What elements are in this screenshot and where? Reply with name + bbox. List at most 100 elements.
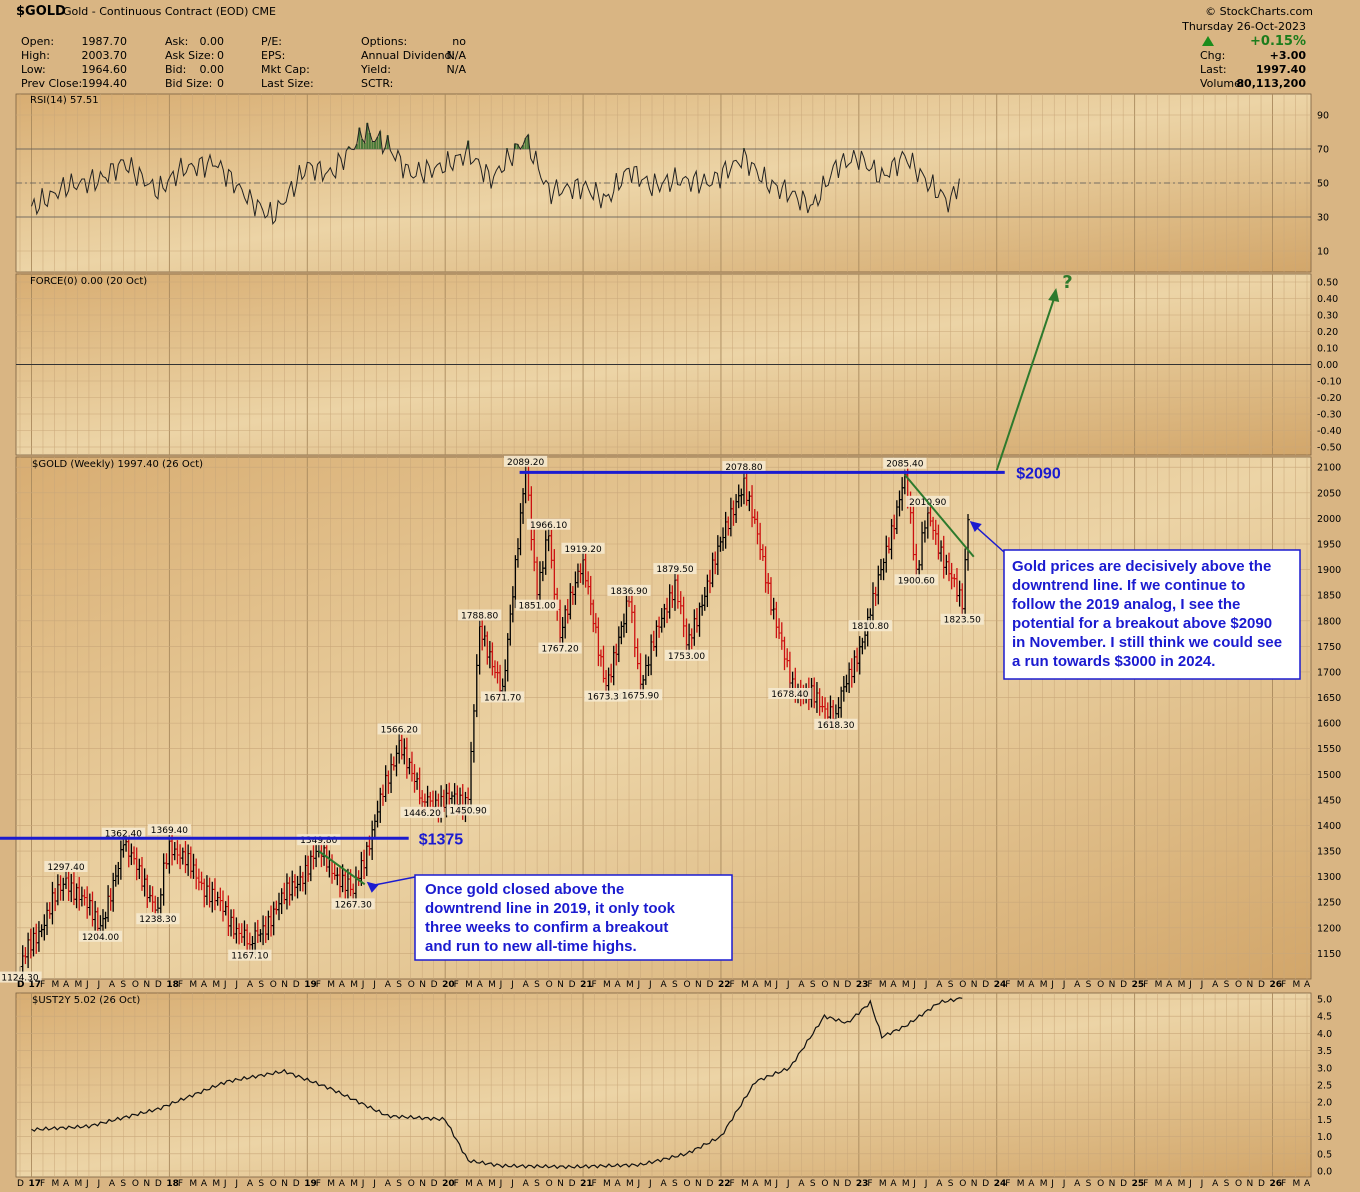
month-tick-label: D	[293, 1179, 300, 1189]
month-tick-label: O	[132, 1179, 139, 1189]
month-tick-label: M	[189, 1179, 197, 1189]
yield-label: Yield:	[360, 63, 391, 76]
month-tick-label: N	[419, 1179, 426, 1189]
price-label-bg	[101, 827, 146, 839]
month-tick-label: S	[534, 1179, 540, 1189]
month-tick-label: J	[372, 980, 376, 990]
month-tick-label: S	[258, 1179, 264, 1189]
y-tick-label: 1950	[1317, 540, 1341, 551]
y-tick-label: 1450	[1317, 795, 1341, 806]
month-tick-label: N	[695, 1179, 702, 1189]
month-tick-label: A	[201, 1179, 208, 1189]
month-tick-label: A	[523, 980, 530, 990]
y-tick-label: 0.10	[1317, 344, 1338, 355]
y-tick-label: 1.5	[1317, 1115, 1332, 1126]
price-label-bg	[458, 609, 502, 621]
month-tick-label: N	[833, 1179, 840, 1189]
month-tick-label: M	[488, 1179, 496, 1189]
month-tick-label: F	[1143, 980, 1148, 990]
month-tick-label: F	[316, 1179, 321, 1189]
ask-size-label: Ask Size:	[165, 49, 214, 62]
month-tick-label: A	[1212, 980, 1219, 990]
y-tick-label: 2.0	[1317, 1098, 1332, 1109]
month-tick-label: A	[1166, 980, 1173, 990]
low-value: 1964.60	[82, 63, 128, 76]
month-tick-label: M	[1017, 1179, 1025, 1189]
price-label: 1753.00	[668, 652, 705, 662]
month-tick-label: O	[270, 980, 277, 990]
price-label: 1297.40	[47, 863, 84, 873]
callout-2019-line: Once gold closed above the	[425, 881, 624, 898]
month-tick-label: J	[637, 1179, 641, 1189]
month-tick-label: N	[1247, 980, 1254, 990]
y-tick-label: 1500	[1317, 770, 1341, 781]
month-tick-label: S	[534, 980, 540, 990]
month-tick-label: 18	[166, 980, 179, 990]
month-tick-label: A	[1166, 1179, 1173, 1189]
last-size-label: Last Size:	[261, 77, 314, 90]
price-label-bg	[618, 689, 663, 701]
price-label: 2089.20	[507, 458, 544, 468]
month-tick-label: N	[1247, 1179, 1254, 1189]
y-tick-label: 0.40	[1317, 294, 1338, 305]
month-tick-label: 19	[304, 1179, 317, 1189]
price-label: 1879.50	[656, 565, 693, 575]
month-tick-label: 24	[994, 980, 1007, 990]
month-tick-label: D	[293, 980, 300, 990]
month-tick-label: A	[1074, 980, 1081, 990]
price-label: 1810.80	[852, 622, 889, 632]
month-tick-label: M	[1040, 980, 1048, 990]
month-tick-label: A	[752, 1179, 759, 1189]
y-tick-label: 0.20	[1317, 327, 1338, 338]
callout-2023-arrowhead-icon	[969, 520, 982, 532]
price-label-bg	[0, 971, 42, 983]
month-tick-label: F	[729, 980, 734, 990]
month-tick-label: M	[488, 980, 496, 990]
price-label: 2078.80	[725, 463, 762, 473]
month-tick-label: A	[1028, 1179, 1035, 1189]
month-tick-label: A	[890, 1179, 897, 1189]
month-tick-label: J	[1188, 1179, 1192, 1189]
month-tick-label: J	[912, 1179, 916, 1189]
month-tick-label: D	[17, 1179, 24, 1189]
month-tick-label: A	[1074, 1179, 1081, 1189]
price-label: 1673.30	[587, 693, 624, 703]
y-tick-label: 0.5	[1317, 1149, 1332, 1160]
month-tick-label: J	[1062, 1179, 1066, 1189]
y-tick-label: 1.0	[1317, 1132, 1332, 1143]
month-tick-label: S	[120, 980, 126, 990]
month-tick-label: A	[936, 980, 943, 990]
month-tick-label: M	[74, 1179, 82, 1189]
low-label: Low:	[21, 63, 46, 76]
month-tick-label: O	[1097, 1179, 1104, 1189]
y-tick-label: 30	[1317, 213, 1329, 224]
price-label-bg	[44, 860, 88, 872]
month-tick-label: F	[1281, 980, 1286, 990]
month-tick-label: A	[936, 1179, 943, 1189]
month-tick-label: A	[1212, 1179, 1219, 1189]
month-tick-label: M	[1155, 1179, 1163, 1189]
month-tick-label: M	[1040, 1179, 1048, 1189]
y-tick-label: 0.50	[1317, 278, 1338, 289]
callout-2019-text: Once gold closed above the downtrend lin…	[425, 881, 676, 955]
price-label: 1678.40	[771, 690, 808, 700]
y-tick-label: 4.5	[1317, 1012, 1332, 1023]
pct-change: +0.15%	[1250, 34, 1306, 49]
month-tick-label: J	[85, 980, 89, 990]
bid-label: Bid:	[165, 63, 186, 76]
y-tick-label: 0.30	[1317, 311, 1338, 322]
y-tick-label: 50	[1317, 179, 1329, 190]
month-tick-label: J	[96, 980, 100, 990]
ask-label: Ask:	[165, 35, 188, 48]
month-tick-label: J	[924, 980, 928, 990]
month-tick-label: S	[810, 1179, 816, 1189]
month-tick-label: M	[212, 1179, 220, 1189]
y-tick-label: 0.00	[1317, 360, 1338, 371]
month-tick-label: M	[1155, 980, 1163, 990]
force-title: FORCE(0) 0.00 (20 Oct)	[30, 276, 147, 287]
price-label-bg	[538, 642, 582, 654]
callout-2023-line: Gold prices are decisively above the	[1012, 558, 1271, 575]
y-tick-label: 90	[1317, 111, 1329, 122]
month-tick-label: A	[890, 980, 897, 990]
callout-2023-text: Gold prices are decisively above the dow…	[1012, 558, 1282, 670]
